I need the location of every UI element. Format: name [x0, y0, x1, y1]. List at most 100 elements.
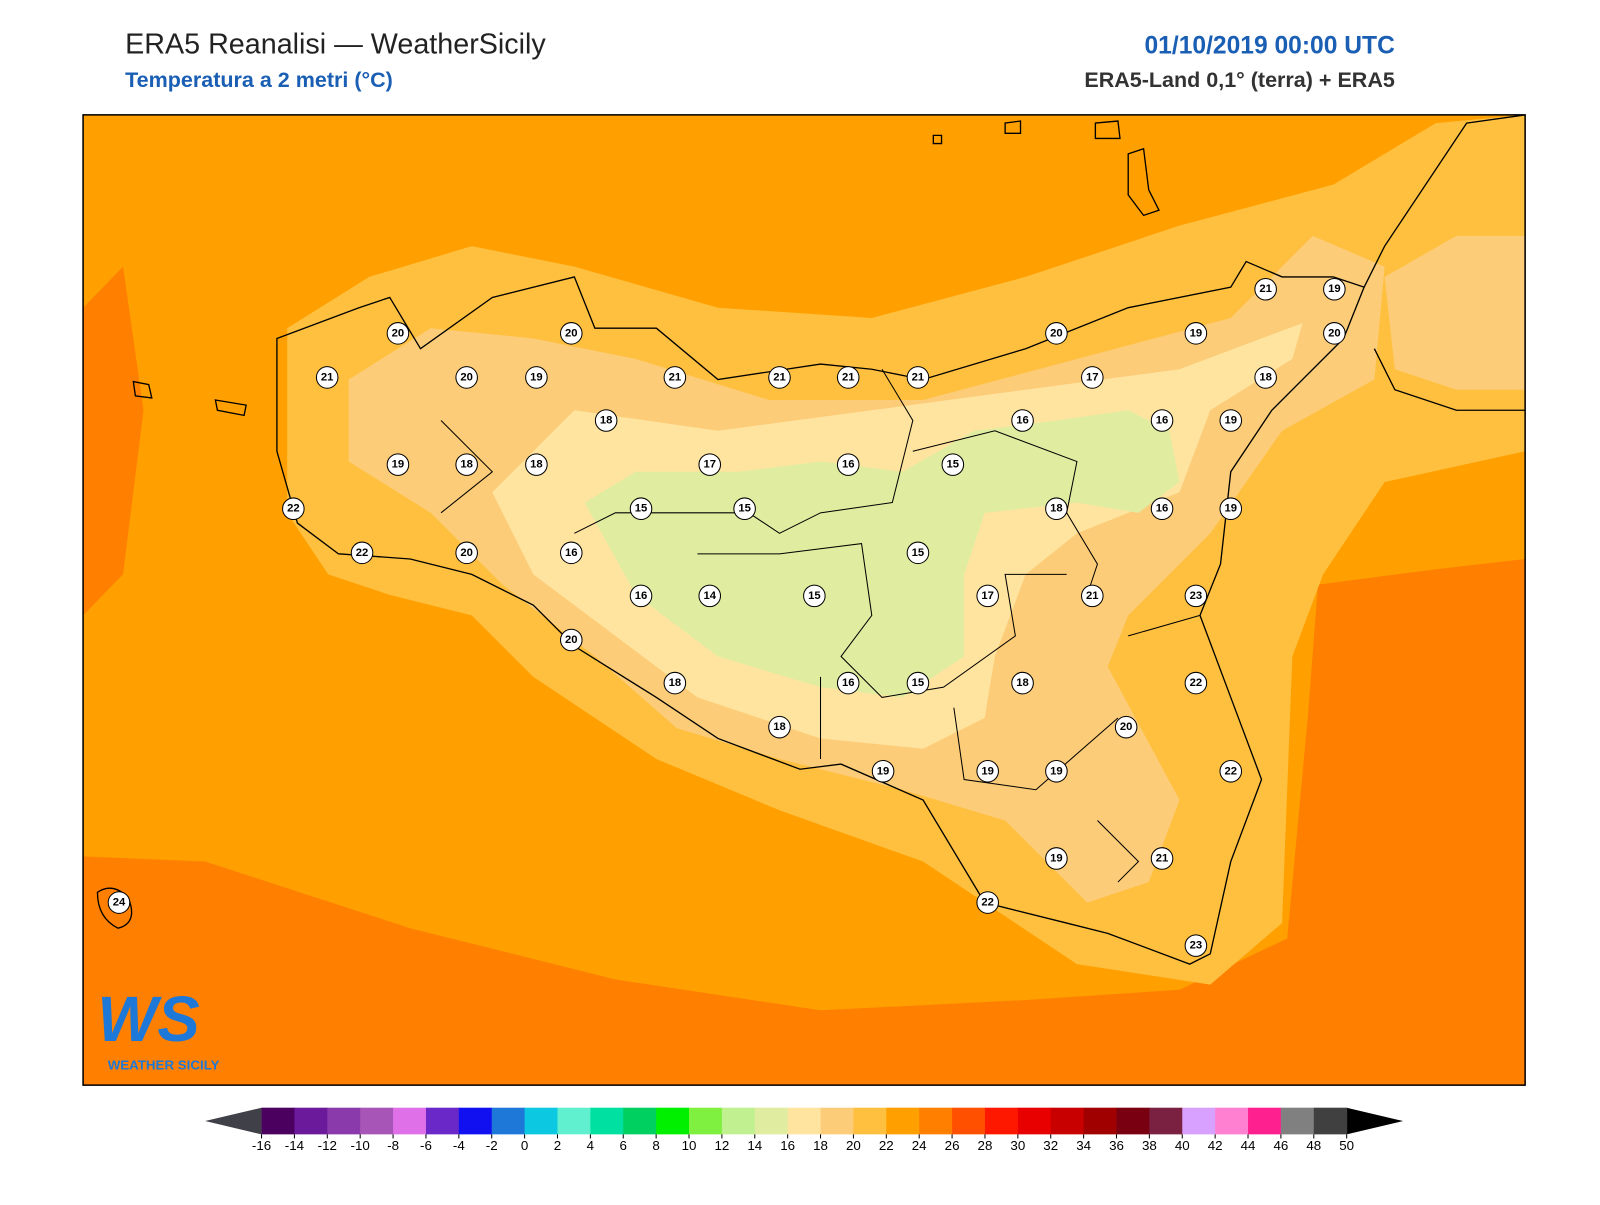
station-value: 19 — [530, 371, 543, 383]
station-marker — [1254, 366, 1277, 389]
colorbar-extend-high — [1346, 1107, 1404, 1135]
station-marker — [386, 322, 410, 345]
station-marker — [1150, 497, 1174, 520]
station-marker — [976, 760, 999, 783]
colorbar-bin — [1050, 1107, 1085, 1135]
colorbar-bin — [458, 1107, 493, 1135]
station-marker — [1150, 409, 1174, 432]
colorbar-tick-label: 6 — [620, 1138, 627, 1153]
station-marker — [560, 322, 583, 345]
colorbar-tick-label: 40 — [1175, 1138, 1190, 1153]
station-value: 21 — [669, 371, 682, 383]
station-value: 22 — [356, 547, 369, 559]
station-value: 20 — [460, 371, 473, 383]
province-borders — [440, 368, 1201, 883]
station-marker — [1184, 322, 1208, 345]
station-value: 19 — [1050, 852, 1063, 864]
station-marker — [560, 541, 583, 565]
colorbar-tick-label: 38 — [1142, 1138, 1157, 1153]
colorbar-tick-label: -6 — [420, 1138, 432, 1153]
colorbar-tick-label: 12 — [714, 1138, 729, 1153]
station-value: 15 — [912, 547, 925, 559]
station-marker — [941, 453, 965, 476]
station-value: 21 — [1156, 852, 1169, 864]
station-value: 19 — [1225, 503, 1238, 515]
station-marker — [768, 715, 791, 739]
station-marker — [1184, 671, 1208, 695]
station-value: 20 — [565, 327, 578, 339]
station-marker — [1323, 322, 1346, 345]
colorbar-bin — [1280, 1107, 1315, 1135]
colorbar-bin — [1116, 1107, 1150, 1135]
station-marker — [1045, 847, 1068, 870]
temperature-field — [83, 114, 1526, 1086]
colorbar-tick-label: 4 — [587, 1138, 595, 1153]
station-marker — [1011, 671, 1034, 695]
station-marker — [733, 497, 756, 520]
station-value: 17 — [703, 459, 716, 471]
station-marker — [1150, 847, 1174, 870]
station-value: 18 — [600, 415, 613, 427]
station-value: 21 — [1086, 590, 1099, 602]
colorbar-bin — [656, 1107, 690, 1135]
colorbar-tick-label: 0 — [521, 1138, 528, 1153]
colorbar-tick-label: 8 — [652, 1138, 659, 1153]
station-marker — [1184, 934, 1208, 957]
station-marker — [1045, 760, 1068, 783]
station-marker — [1114, 715, 1138, 739]
station-marker — [1219, 409, 1243, 432]
station-marker — [663, 671, 687, 695]
colorbar-bin — [557, 1107, 591, 1135]
colorbar-bin — [1215, 1107, 1249, 1135]
colorbar-bin — [425, 1107, 460, 1135]
station-value: 19 — [1328, 283, 1341, 295]
station-value: 14 — [703, 590, 716, 602]
station-value: 21 — [912, 371, 925, 383]
colorbar-bin — [689, 1107, 723, 1135]
field-24-26 — [83, 558, 1526, 1086]
station-marker — [455, 541, 478, 565]
station-value: 19 — [981, 765, 994, 777]
station-marker — [594, 409, 618, 432]
colorbar-tick-label: 22 — [879, 1138, 894, 1153]
station-value: 20 — [1120, 721, 1133, 733]
colorbar-tick-label: 24 — [912, 1138, 927, 1153]
station-marker — [1184, 584, 1208, 608]
colorbar-extend-low — [205, 1107, 262, 1135]
station-marker — [976, 584, 999, 608]
station-value: 23 — [1190, 940, 1203, 952]
station-marker — [1045, 322, 1068, 345]
colorbar-tick-label: -12 — [318, 1138, 337, 1153]
station-marker — [525, 366, 548, 389]
colorbar-tick-label: 16 — [780, 1138, 795, 1153]
station-value: 23 — [1190, 590, 1203, 602]
colorbar-bin — [491, 1107, 526, 1135]
station-value: 19 — [1190, 327, 1203, 339]
colorbar-tick-label: 50 — [1339, 1138, 1354, 1153]
station-value: 15 — [912, 677, 925, 689]
station-value: 18 — [669, 677, 682, 689]
station-marker — [1219, 497, 1243, 520]
coastline — [1363, 114, 1526, 411]
station-value: 21 — [1259, 283, 1272, 295]
station-marker — [698, 584, 722, 608]
map-frame — [82, 114, 1526, 1086]
title: ERA5 Reanalisi — WeatherSicily — [125, 28, 546, 60]
colorbar-tick-label: 44 — [1241, 1138, 1256, 1153]
colorbar-tick-label: -16 — [252, 1138, 271, 1153]
colorbar-bin — [1017, 1107, 1052, 1135]
station-value: 19 — [877, 765, 890, 777]
station-value: 20 — [565, 634, 578, 646]
station-value: 22 — [981, 897, 994, 909]
colorbar-bin — [1182, 1107, 1216, 1135]
station-value: 16 — [842, 677, 855, 689]
station-marker — [836, 453, 860, 476]
station-marker — [455, 453, 478, 476]
station-marker — [386, 453, 410, 476]
station-marker — [836, 671, 860, 695]
colorbar-bin — [623, 1107, 657, 1135]
colorbar-tick-label: 2 — [554, 1138, 561, 1153]
station-marker — [803, 584, 826, 608]
